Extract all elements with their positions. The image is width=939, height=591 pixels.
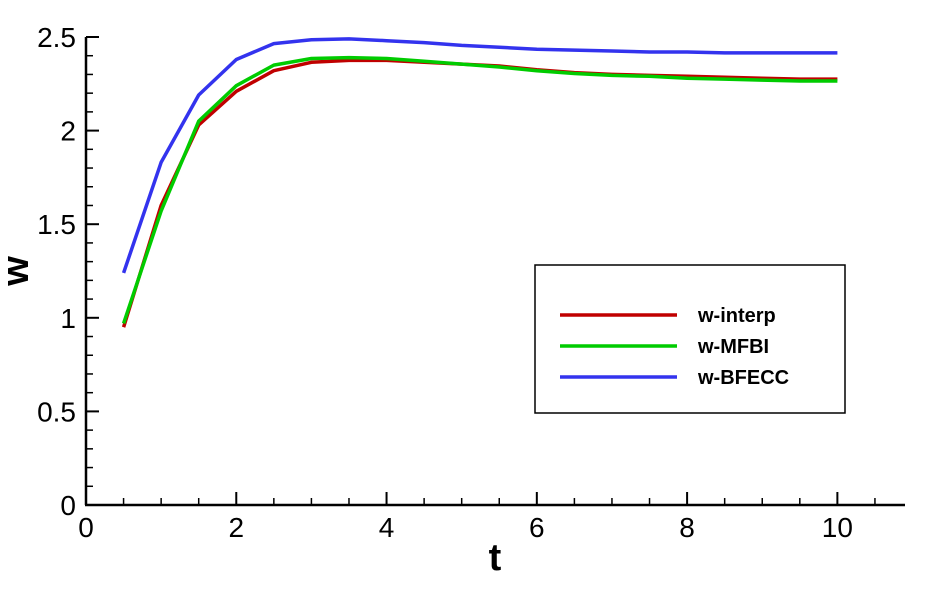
series-layer xyxy=(121,37,838,328)
legend-label: w-BFECC xyxy=(697,367,789,389)
x-tick-label: 8 xyxy=(679,512,695,543)
legend-label: w-interp xyxy=(697,305,776,327)
y-tick-label: 2.5 xyxy=(37,22,76,53)
y-tick-label: 1.5 xyxy=(37,209,76,240)
legend: w-interp w-MFBI w-BFECC xyxy=(534,264,846,414)
x-axis-title: t xyxy=(489,537,502,579)
tick-labels-layer: 0 2 4 6 8 10 0 0.5 1 1.5 2 2.5 xyxy=(37,22,853,543)
x-tick-label: 0 xyxy=(78,512,94,543)
y-tick-label: 0 xyxy=(60,490,76,521)
ticks-layer xyxy=(85,36,876,506)
legend-label: w-MFBI xyxy=(697,336,769,358)
y-axis-title: w xyxy=(0,256,37,287)
y-tick-label: 0.5 xyxy=(37,396,76,427)
legend-box xyxy=(534,264,846,414)
axes-layer xyxy=(84,37,905,507)
x-tick-label: 6 xyxy=(529,512,545,543)
x-tick-label: 4 xyxy=(379,512,395,543)
x-tick-label: 2 xyxy=(228,512,244,543)
x-tick-label: 10 xyxy=(822,512,853,543)
y-tick-label: 2 xyxy=(60,116,76,147)
series-line-w-bfecc xyxy=(121,37,838,274)
y-tick-label: 1 xyxy=(60,303,76,334)
series-line-w-mfbi xyxy=(121,55,838,324)
